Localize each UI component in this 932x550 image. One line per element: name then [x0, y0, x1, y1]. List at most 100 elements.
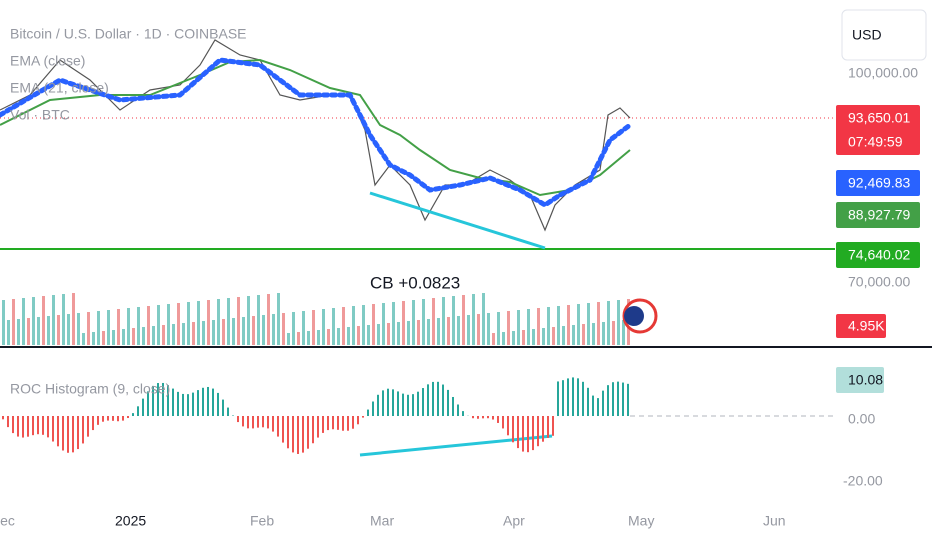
- roc-bar: [342, 416, 344, 431]
- roc-bar: [337, 416, 339, 430]
- volume-bar: [292, 312, 295, 345]
- volume-bar: [407, 321, 410, 345]
- roc-bar: [512, 416, 514, 443]
- roc-bar: [282, 416, 284, 443]
- volume-bar: [382, 303, 385, 345]
- roc-bar: [357, 416, 359, 425]
- volume-bar: [452, 296, 455, 345]
- roc-bar: [287, 416, 289, 449]
- volume-bar: [622, 320, 625, 345]
- roc-bar: [302, 416, 304, 453]
- volume-bar: [282, 313, 285, 345]
- legend-symbol: Bitcoin / U.S. Dollar · 1D · COINBASE: [10, 26, 247, 42]
- roc-bar: [172, 388, 174, 416]
- roc-bar: [312, 416, 314, 444]
- roc-bar: [417, 391, 419, 416]
- roc-bar: [437, 381, 439, 416]
- volume-bar: [237, 297, 240, 345]
- support-badge: [836, 242, 920, 268]
- legend-ema: EMA (close): [10, 53, 85, 69]
- roc-bar: [397, 391, 399, 416]
- roc-bar: [22, 416, 24, 438]
- roc-bar: [482, 416, 484, 419]
- volume-bar: [337, 328, 340, 345]
- roc-bar: [262, 416, 264, 428]
- roc-bar: [122, 416, 124, 421]
- roc-bar: [222, 399, 224, 416]
- volume-bar: [387, 323, 390, 345]
- volume-bar: [297, 332, 300, 345]
- volume-bar: [167, 304, 170, 345]
- volume-bar: [47, 316, 50, 345]
- roc-bar: [127, 416, 129, 419]
- last-price: 93,650.01: [848, 110, 910, 126]
- roc-bar: [617, 381, 619, 416]
- volume-value: 4.95K: [848, 318, 885, 334]
- roc-bar: [17, 416, 19, 437]
- volume-bar: [207, 300, 210, 345]
- volume-bar: [242, 317, 245, 345]
- roc-bar: [472, 416, 474, 419]
- roc-bar: [497, 416, 499, 423]
- roc-bar: [322, 416, 324, 433]
- volume-bar: [562, 326, 565, 345]
- volume-bar: [557, 306, 560, 345]
- roc-bar: [7, 416, 9, 428]
- volume-bar: [197, 301, 200, 345]
- roc-bar: [207, 386, 209, 416]
- volume-bar: [477, 314, 480, 345]
- volume-bar: [132, 328, 135, 345]
- roc-bar: [367, 409, 369, 416]
- volume-bar: [397, 322, 400, 345]
- volume-bar: [392, 302, 395, 345]
- volume-bar: [37, 317, 40, 345]
- volume-bar: [287, 333, 290, 345]
- volume-bar: [507, 311, 510, 345]
- trend-line: [369, 191, 546, 250]
- roc-bar: [442, 384, 444, 416]
- volume-bar: [352, 306, 355, 345]
- volume-bar: [267, 294, 270, 345]
- roc-bar: [112, 416, 114, 421]
- roc-bar: [362, 416, 364, 418]
- ema-blue-price: 92,469.83: [848, 175, 910, 191]
- currency-label: USD: [852, 27, 882, 43]
- roc-bar: [57, 416, 59, 447]
- currency-button[interactable]: [841, 9, 927, 61]
- volume-bar: [552, 327, 555, 345]
- volume-bar: [597, 302, 600, 345]
- volume-bar: [137, 307, 140, 345]
- roc-bar: [372, 401, 374, 416]
- roc-bar: [392, 389, 394, 416]
- roc-bar: [567, 378, 569, 416]
- roc-bar: [242, 416, 244, 427]
- roc-bar: [117, 416, 119, 422]
- volume-bar: [122, 329, 125, 345]
- roc-bar: [582, 381, 584, 416]
- support-price: 74,640.02: [848, 247, 910, 263]
- roc-bar: [292, 416, 294, 453]
- volume-bar: [97, 311, 100, 345]
- volume-bar: [117, 309, 120, 345]
- roc-bar: [217, 392, 219, 416]
- roc-bar: [257, 416, 259, 428]
- volume-badge: [836, 314, 886, 338]
- roc-bar: [527, 416, 529, 453]
- roc-bar: [157, 383, 159, 416]
- roc-bar: [627, 383, 629, 416]
- volume-bar: [472, 294, 475, 345]
- roc-bar: [92, 416, 94, 431]
- volume-bar: [612, 321, 615, 345]
- roc-bar: [492, 416, 494, 420]
- volume-bar: [62, 294, 65, 345]
- roc-bar: [607, 385, 609, 416]
- roc-bar: [502, 416, 504, 429]
- volume-bar: [307, 331, 310, 345]
- volume-bar: [357, 326, 360, 345]
- volume-bar: [422, 299, 425, 345]
- ema-badge: [836, 170, 920, 196]
- roc-bar: [137, 406, 139, 416]
- last-price-badge: [836, 105, 920, 155]
- roc-bar: [537, 416, 539, 447]
- roc-bar: [252, 416, 254, 429]
